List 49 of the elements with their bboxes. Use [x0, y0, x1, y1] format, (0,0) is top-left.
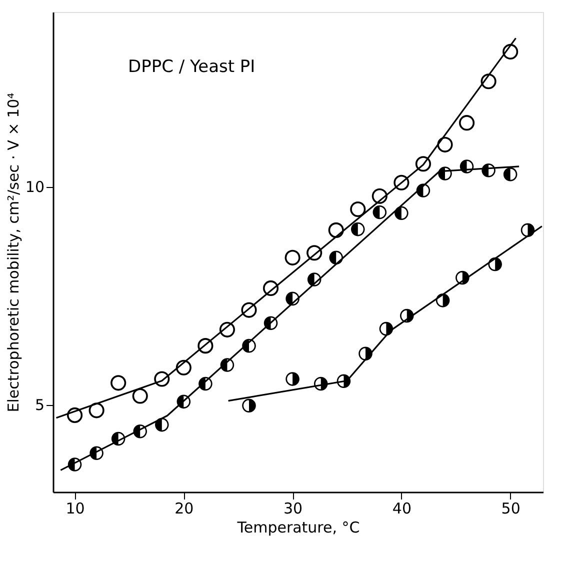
point [416, 184, 430, 198]
x-tick-label: 30 [284, 500, 303, 518]
point [438, 166, 452, 180]
y-tick-label: 5 [34, 396, 44, 414]
x-tick-label: 20 [174, 500, 194, 518]
point [242, 338, 256, 353]
point [460, 160, 474, 174]
point [286, 372, 300, 386]
point [132, 388, 148, 404]
point [264, 316, 278, 330]
point [329, 250, 344, 265]
point [110, 375, 126, 391]
point [220, 358, 234, 372]
point [394, 206, 408, 220]
point [482, 164, 496, 178]
point [88, 402, 104, 418]
point [314, 376, 328, 391]
point [456, 270, 470, 285]
point [133, 424, 148, 438]
point [503, 167, 518, 182]
point [111, 432, 126, 446]
x-axis-title: Temperature, °C [236, 518, 360, 536]
point [436, 294, 450, 308]
point [328, 222, 344, 238]
x-tick-label: 50 [501, 500, 520, 518]
point [336, 374, 351, 388]
point [520, 223, 535, 238]
point [286, 292, 300, 306]
point [437, 136, 453, 152]
y-axis-title: Electrophoretic mobility, cm²/sec · V × 10⁴ [4, 92, 22, 412]
point [350, 201, 366, 218]
point [284, 250, 300, 266]
annotation: DPPC / Yeast PI [128, 57, 256, 77]
point [488, 257, 502, 272]
x-tick-label: 40 [392, 500, 412, 518]
point [372, 205, 387, 220]
point [379, 322, 394, 336]
point [350, 222, 365, 236]
point [176, 394, 191, 409]
point [400, 308, 414, 323]
point [458, 115, 475, 131]
point [358, 346, 372, 361]
point [68, 458, 82, 472]
x-tick-label: 10 [66, 500, 85, 518]
point [198, 376, 212, 391]
point [307, 272, 322, 286]
point [90, 446, 104, 460]
point [154, 418, 169, 432]
point [242, 398, 256, 412]
